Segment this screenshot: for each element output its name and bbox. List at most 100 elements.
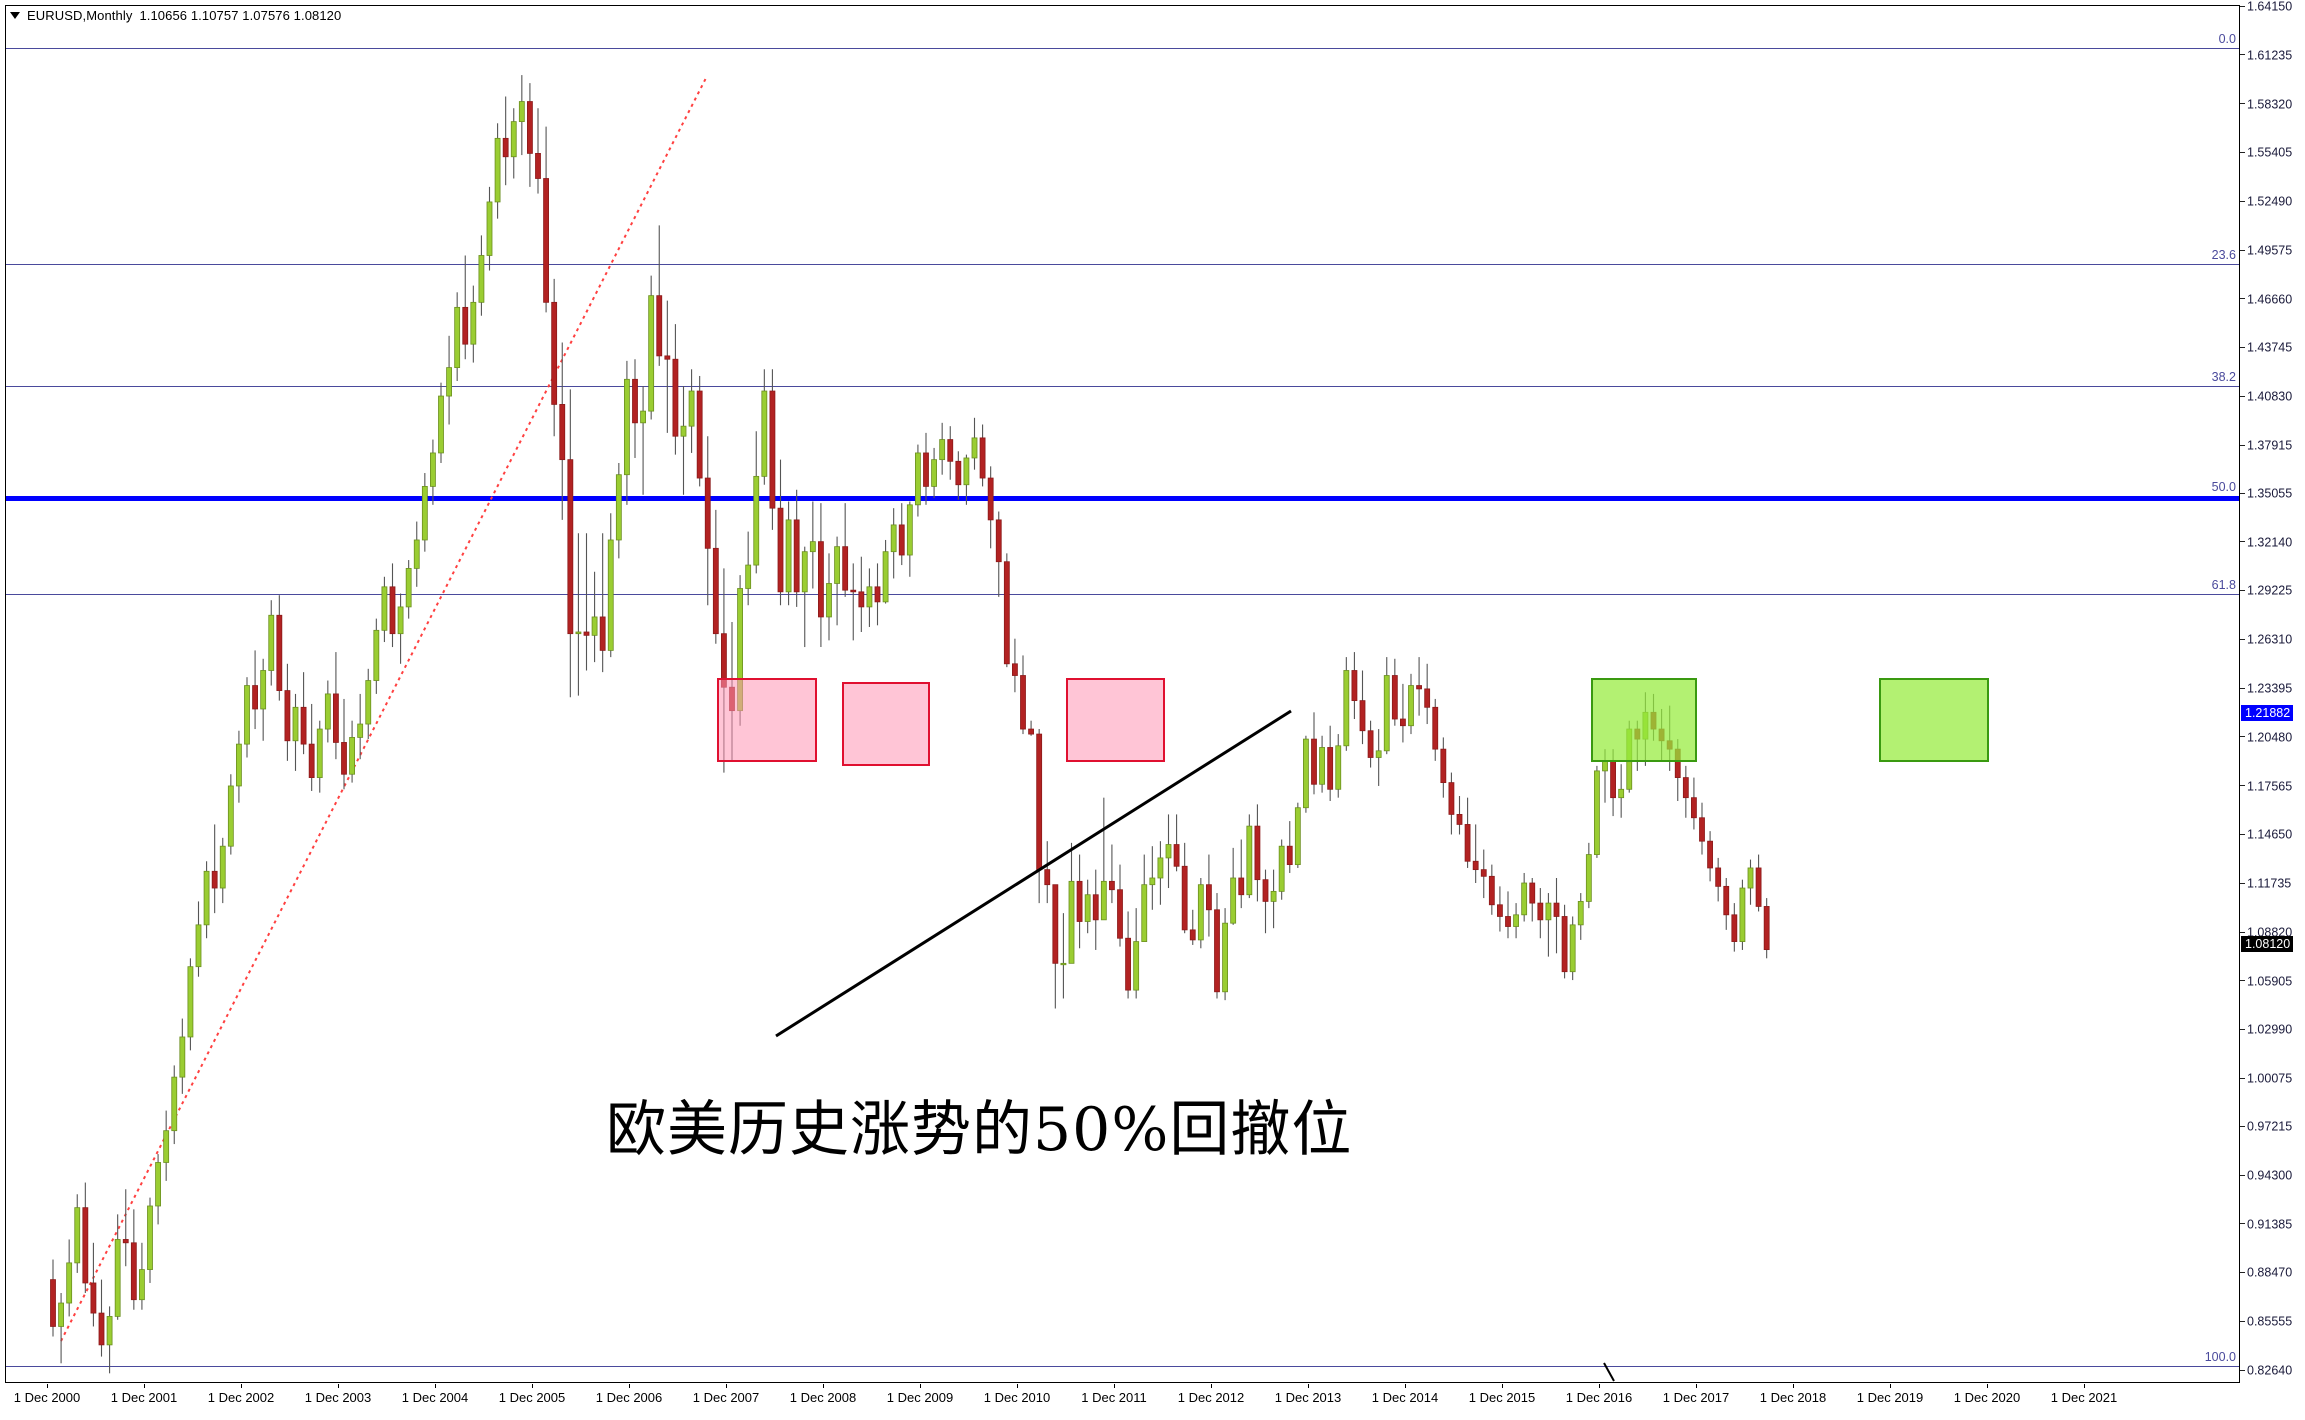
date-tick-label: 1 Dec 2017 [1662, 1390, 1730, 1405]
chart-plot-area[interactable]: 0.0 23.6 38.2 50.0 61.8 100.0 欧美历史涨势的50%回撤位 [5, 5, 2240, 1383]
candle-body [1173, 844, 1180, 867]
candle-body [1100, 880, 1107, 921]
price-axis[interactable]: 1.64150 1.61235 1.58320 1.55405 1.52490 1.495… [2240, 0, 2305, 1420]
candle-body [260, 670, 267, 710]
fib-level-label-0-0: 0.0 [2218, 32, 2236, 46]
green-box-2016[interactable] [1591, 678, 1697, 762]
candle-body [1585, 854, 1592, 902]
date-tick-label: 1 Dec 2008 [789, 1390, 857, 1405]
green-box-2019[interactable] [1879, 678, 1989, 762]
price-tick-text: 1.29225 [2247, 584, 2293, 599]
candle-body [1553, 902, 1560, 917]
fib-level-line-23-6 [6, 264, 2239, 265]
candle-body [470, 301, 477, 345]
chart-shift-marker[interactable] [1602, 1361, 1624, 1383]
pink-box-2011[interactable] [1066, 678, 1165, 762]
price-tick-text: 1.23395 [2247, 681, 2293, 696]
candle-body [1335, 745, 1342, 790]
candle-body [1448, 782, 1455, 815]
candle-body [769, 390, 776, 509]
candle-body [753, 475, 760, 566]
pink-box-2009[interactable] [842, 682, 930, 766]
candle-body [947, 439, 954, 462]
candle-body [1763, 906, 1770, 951]
price-tick-text: 1.52490 [2247, 194, 2293, 209]
candle-body [300, 706, 307, 745]
candle-body [122, 1239, 129, 1244]
date-tick-label: 1 Dec 2011 [1081, 1390, 1147, 1405]
candle-body [955, 460, 962, 486]
candle-body [1311, 738, 1317, 785]
price-tick-text: 1.64150 [2247, 0, 2293, 14]
pink-box-2007[interactable] [717, 678, 817, 762]
candle-body [50, 1279, 56, 1327]
price-tick-text: 1.05905 [2247, 974, 2293, 989]
price-tick-label: 1.00075 [2240, 1071, 2292, 1086]
candle-body [599, 616, 606, 651]
trendline-layer [60, 77, 707, 1342]
price-tick-text: 1.40830 [2247, 389, 2293, 404]
price-tick-text: 1.46660 [2247, 292, 2293, 307]
price-tick-text: 1.37915 [2247, 438, 2293, 453]
price-tick-mark [2240, 1125, 2245, 1127]
price-tick-mark [2240, 931, 2245, 933]
price-tick-label: 0.88470 [2240, 1265, 2292, 1280]
date-axis[interactable]: 1 Dec 2000 1 Dec 2001 1 Dec 2002 1 Dec 2003… [0, 1384, 2240, 1420]
price-tick-mark [2240, 1223, 2245, 1225]
candle-body [607, 539, 614, 651]
candle-body [486, 201, 493, 256]
candle-body [211, 870, 218, 889]
candle-body [341, 742, 347, 775]
date-tick-label: 1 Dec 2021 [2050, 1390, 2118, 1405]
candle-body [1755, 867, 1762, 907]
date-tick-label: 1 Dec 2012 [1177, 1390, 1245, 1405]
price-tick-text: 1.49575 [2247, 243, 2293, 258]
candle-body [1691, 797, 1697, 819]
price-tick-label: 1.05905 [2240, 974, 2292, 988]
collapse-caret-icon[interactable] [10, 11, 20, 19]
price-tick-label: 1.02990 [2240, 1022, 2292, 1037]
candle-body [834, 546, 840, 584]
date-tick-label: 1 Dec 2018 [1759, 1390, 1827, 1405]
fib-level-label-100-0: 100.0 [2204, 1350, 2236, 1364]
chart-title-bar: EURUSD,Monthly 1.10656 1.10757 1.07576 1… [10, 6, 341, 24]
candle-body [106, 1316, 113, 1346]
fib-level-line-61-8 [6, 594, 2239, 595]
price-tick-mark [2240, 492, 2245, 494]
candle-body [963, 457, 970, 486]
price-tick-text: 1.58320 [2247, 97, 2293, 112]
price-tick-mark [2240, 1272, 2245, 1274]
fib-level-line-100-0 [6, 1366, 2239, 1367]
candle-body [155, 1162, 161, 1207]
candle-body [244, 685, 250, 745]
candle-body [971, 437, 978, 459]
candle-body [583, 631, 590, 636]
date-tick-mark [1696, 1384, 1697, 1388]
date-tick-label: 1 Dec 2005 [498, 1390, 566, 1405]
candle-body [761, 390, 768, 477]
candle-body [793, 519, 800, 593]
candle-body [1424, 688, 1431, 708]
candle-body [90, 1282, 97, 1314]
fib-level-line-50-0 [6, 496, 2239, 501]
candle-body [349, 737, 355, 775]
price-tick-label: 0.82640 [2240, 1363, 2292, 1378]
price-tick-label: 1.29225 [2240, 583, 2293, 599]
candle-body [1189, 929, 1196, 941]
candlestick-series [50, 75, 1770, 1374]
price-tick-text: 1.43745 [2247, 341, 2293, 356]
date-tick-mark [241, 1384, 242, 1388]
candle-body [324, 693, 331, 730]
date-tick-mark [532, 1384, 533, 1388]
date-tick-mark [1308, 1384, 1309, 1388]
date-tick-label: 1 Dec 2006 [595, 1390, 663, 1405]
candle-body [74, 1207, 81, 1264]
price-tick-mark [2240, 1174, 2245, 1176]
candle-body [1270, 890, 1277, 902]
price-tick-label: 1.20480 [2240, 730, 2292, 744]
date-tick-label: 1 Dec 2002 [207, 1390, 275, 1405]
candle-body [1723, 885, 1730, 916]
price-tick-label: 1.64150 [2240, 0, 2293, 14]
candle-body [1165, 844, 1172, 859]
candle-body [1383, 675, 1390, 752]
